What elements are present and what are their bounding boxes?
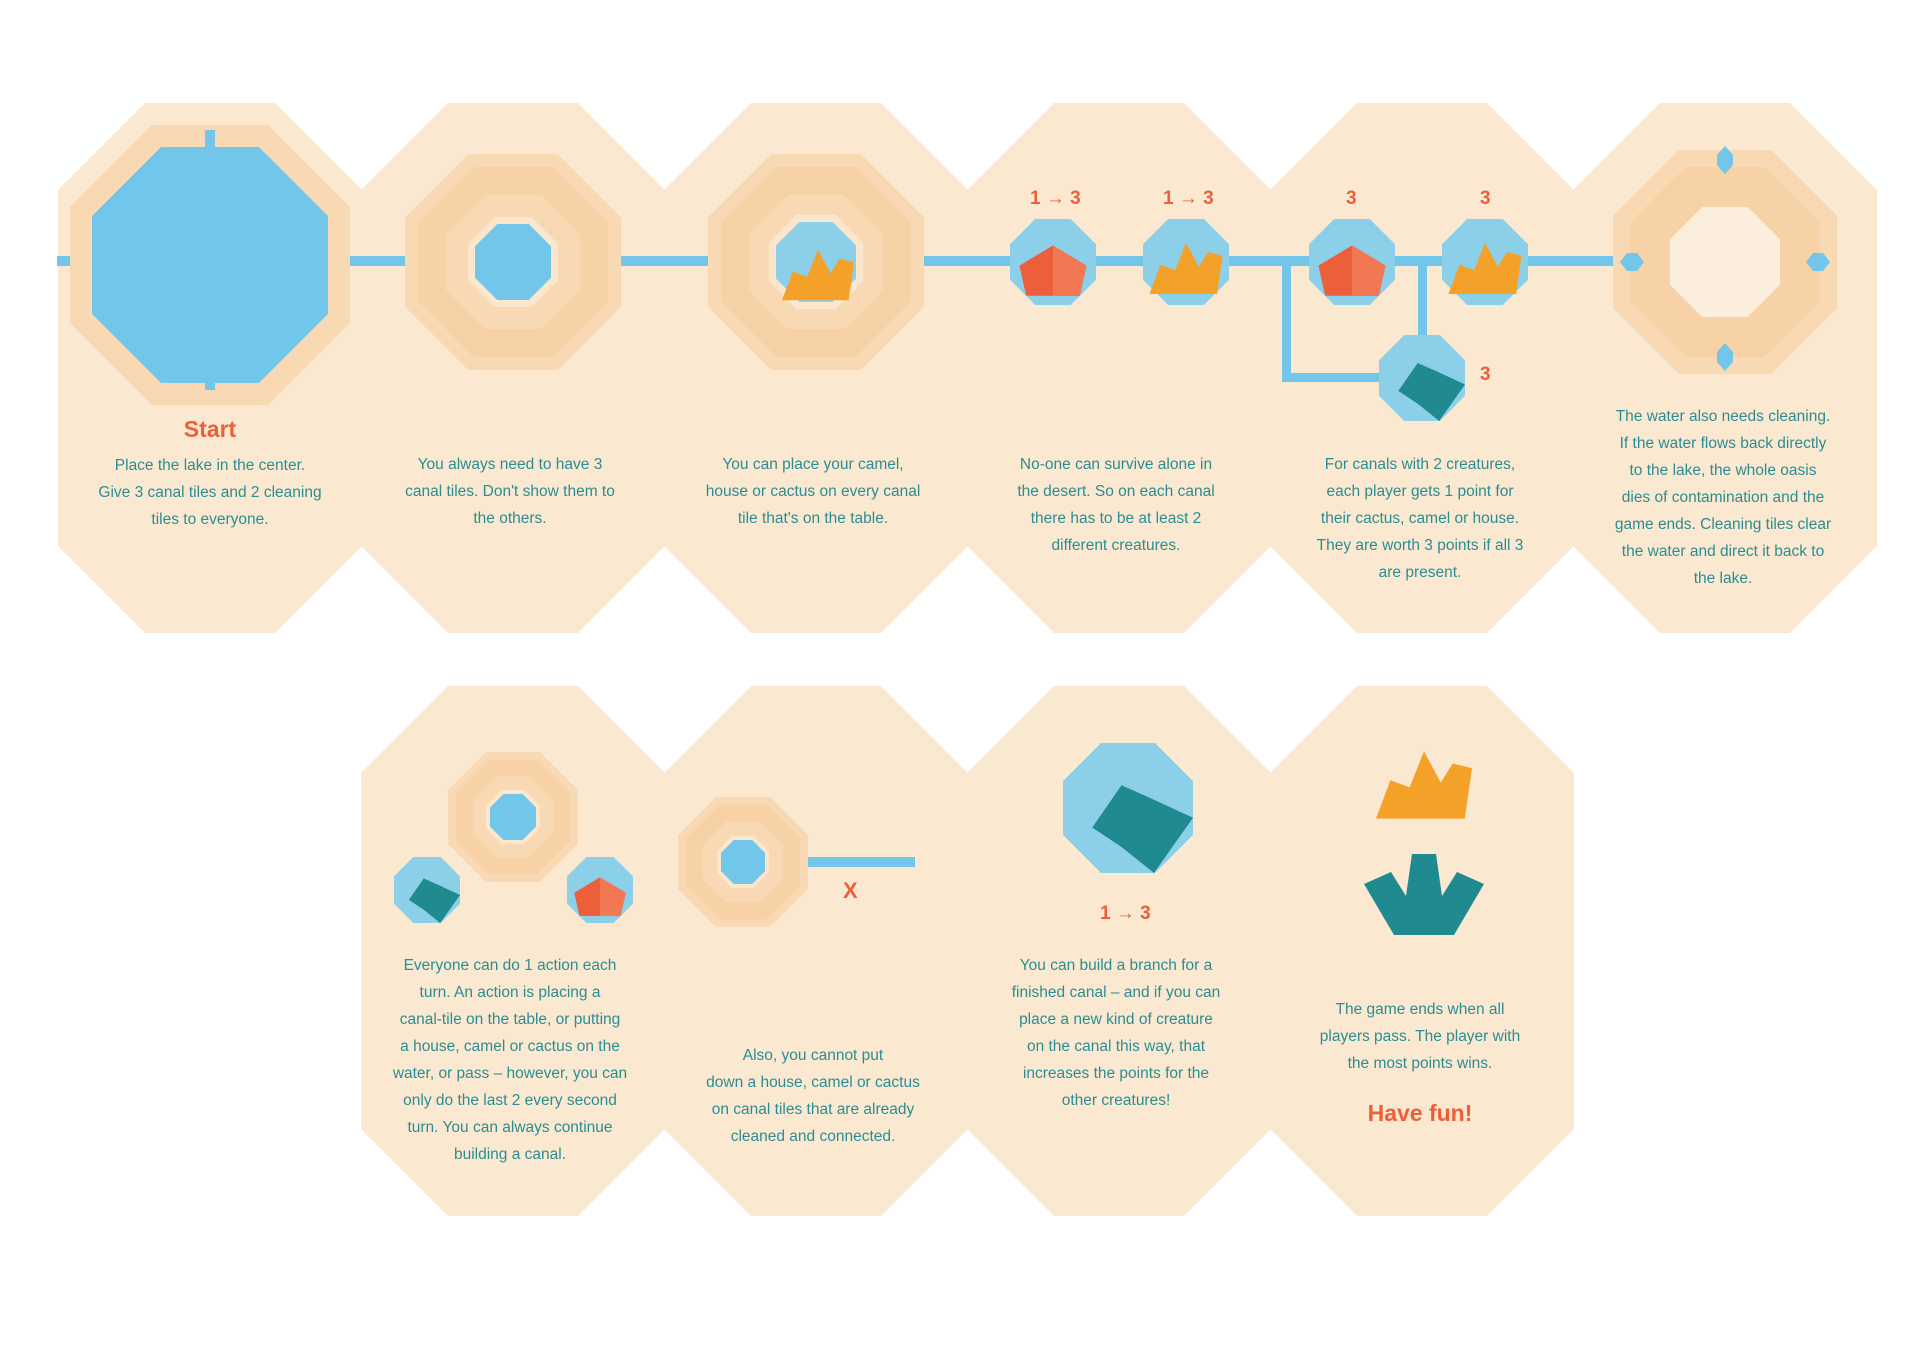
card-bottom-3 [967, 686, 1271, 1216]
score-badge-branch: 1 → 3 [1100, 903, 1151, 924]
canal-tile-step7 [448, 752, 578, 882]
clean-drop [1620, 253, 1644, 271]
clean-drop [1717, 343, 1733, 371]
score-badge-house-3: 3 [1346, 188, 1357, 209]
card-bottom-1 [361, 686, 665, 1216]
canal-tile-with-camel [708, 154, 924, 370]
branch-canal-right [1418, 259, 1427, 339]
step-game-end-text: The game ends when all players pass. The … [1319, 1001, 1521, 1072]
cactus-shape [1398, 362, 1465, 421]
tile-hole [721, 840, 765, 884]
clean-drop [1717, 146, 1733, 174]
step-cleaning-text: The water also needs cleaning. If the wat… [1614, 408, 1832, 587]
score-badge-house: 1 → 3 [1030, 188, 1081, 209]
score-badge-camel: 1 → 3 [1163, 188, 1214, 209]
step-survive-text: No-one can survive alone in the desert. S… [1017, 456, 1215, 554]
camel-shape [1149, 242, 1223, 295]
tile-hole [490, 794, 536, 840]
cactus-tile-step7 [394, 857, 460, 923]
branch-canal-bottom [1282, 373, 1412, 382]
clean-drop [1806, 253, 1830, 271]
card-bottom-4 [1270, 686, 1574, 1216]
cactus-icon [1364, 854, 1484, 935]
cactus-shape [1364, 854, 1484, 935]
camel-tile-2 [1442, 219, 1528, 305]
house-shade [1352, 245, 1386, 296]
camel-shape [1376, 751, 1472, 819]
lake-water [92, 147, 328, 383]
house-tile-2 [1309, 219, 1395, 305]
cactus-tile-large [1063, 743, 1193, 873]
step-branch-text: You can build a branch for a finished can… [1011, 957, 1221, 1109]
house-shade [1053, 245, 1087, 296]
house-tile [1010, 219, 1096, 305]
lake-tile [70, 125, 350, 405]
cactus-shape [408, 878, 460, 923]
cactus-shape [1092, 785, 1193, 873]
start-heading: Start [183, 416, 237, 442]
cactus-tile [1379, 335, 1465, 421]
house-tile-step7 [567, 857, 633, 923]
step-actions-text: Everyone can do 1 action each turn. An ac… [392, 957, 628, 1163]
tile-illustrations [70, 125, 1837, 935]
clean-hole [1670, 207, 1780, 317]
step-place-creature-text: You can place your camel, house or cactus… [705, 456, 921, 527]
canal-tile-step8 [678, 797, 808, 927]
have-fun-heading: Have fun! [1367, 1100, 1473, 1126]
camel-icon [1376, 751, 1472, 819]
step-start-text: Place the lake in the center. Give 3 cana… [98, 457, 322, 528]
step-restriction-text: Also, you cannot put down a house, camel … [706, 1047, 920, 1145]
house-shade [600, 877, 626, 916]
lake-inlet-bottom [205, 362, 215, 390]
camel-shape [1448, 242, 1522, 295]
tile-hole [475, 224, 551, 300]
step-canal-tiles-text: You always need to have 3 canal tiles. Do… [405, 456, 615, 527]
camel-shape [782, 249, 854, 301]
lake-inlet-top [205, 130, 215, 160]
camel-tile [1143, 219, 1229, 305]
branch-canal-left [1282, 259, 1291, 382]
score-badge-cactus-3: 3 [1480, 364, 1491, 385]
step-points-text: For canals with 2 creatures, each player … [1316, 456, 1524, 581]
not-allowed-mark: X [843, 878, 858, 903]
cleaning-tile-icon [1613, 146, 1837, 374]
canal-tile [405, 154, 621, 370]
score-badge-camel-3: 3 [1480, 188, 1491, 209]
